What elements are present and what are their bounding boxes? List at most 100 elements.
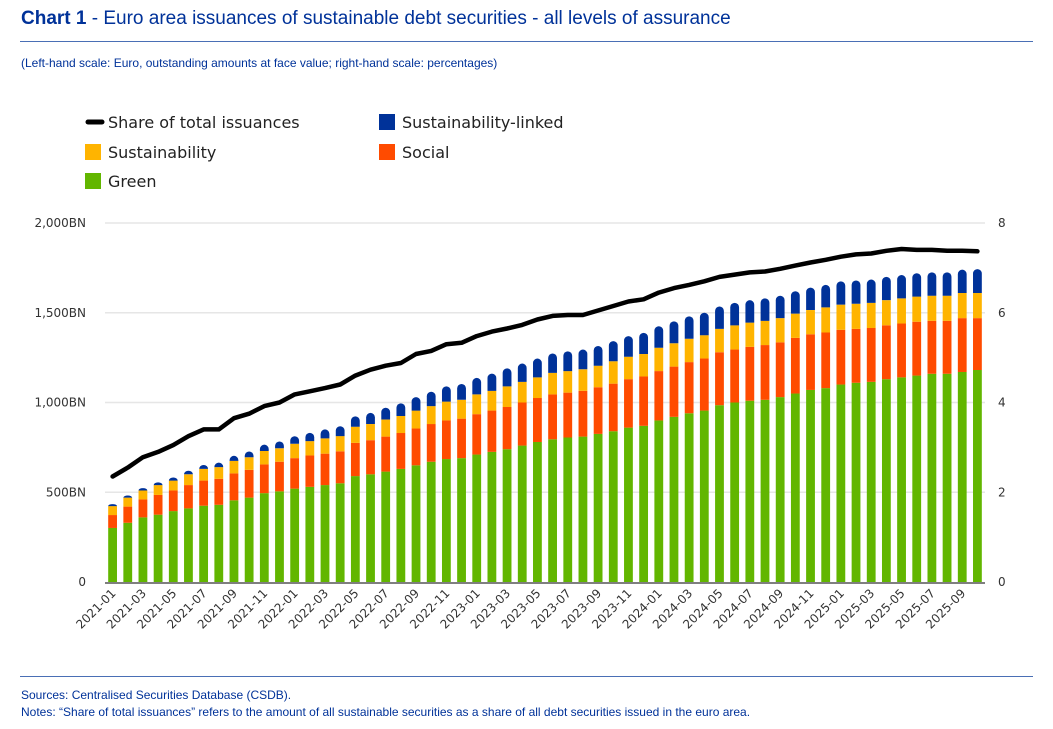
bar-green xyxy=(229,500,239,582)
bar-social xyxy=(563,392,573,438)
bar-stack xyxy=(502,368,512,582)
bar-social xyxy=(608,383,618,432)
bar-stack xyxy=(593,345,603,582)
bar-green xyxy=(366,474,375,582)
bar-sustainability xyxy=(881,300,891,326)
bar-green xyxy=(487,451,497,582)
bar-sustainability-linked xyxy=(123,495,133,498)
bar-sustainability xyxy=(654,347,664,372)
bar-sustainability-linked xyxy=(472,377,482,395)
bar-green xyxy=(168,511,178,582)
bar-stack xyxy=(639,332,649,582)
bar-stack xyxy=(745,300,755,582)
bar-sustainability-linked xyxy=(305,432,315,442)
share-of-total-issuances-line xyxy=(110,246,980,479)
bar-green xyxy=(108,527,117,582)
bar-stack xyxy=(821,284,831,582)
bar-sustainability-linked xyxy=(457,384,466,400)
footer-divider xyxy=(20,676,1033,677)
bar-sustainability-linked xyxy=(684,316,694,339)
bar-sustainability-linked xyxy=(745,300,755,323)
bar-social xyxy=(244,469,254,498)
bar-stack xyxy=(624,336,633,582)
bar-social xyxy=(472,414,482,455)
bar-sustainability xyxy=(760,320,770,346)
bar-sustainability xyxy=(957,293,967,319)
bar-sustainability xyxy=(214,467,224,479)
bar-green xyxy=(639,425,649,582)
bar-sustainability-linked xyxy=(715,306,724,329)
bar-sustainability-linked xyxy=(335,426,345,437)
bar-stack xyxy=(563,351,573,582)
bar-social xyxy=(881,325,891,380)
bar-stack xyxy=(533,358,542,582)
bar-green xyxy=(881,379,891,582)
bar-social xyxy=(350,442,360,477)
bar-sustainability xyxy=(108,506,117,516)
bar-green xyxy=(153,514,163,582)
bar-green xyxy=(790,393,800,582)
y2-tick-label: 8 xyxy=(998,216,1006,230)
bar-stack xyxy=(548,353,557,582)
y-tick-label: 1,000BN xyxy=(34,396,86,410)
bar-social xyxy=(396,433,406,469)
bar-sustainability xyxy=(168,480,178,491)
bar-stack xyxy=(168,477,178,582)
bar-social xyxy=(335,451,345,484)
bar-stack xyxy=(775,295,785,582)
bar-sustainability xyxy=(578,369,588,391)
bar-green xyxy=(942,373,952,582)
bar-social xyxy=(897,323,906,378)
bar-green xyxy=(973,370,982,582)
bar-green xyxy=(927,373,937,582)
bar-stack xyxy=(214,462,224,582)
bar-sustainability xyxy=(259,450,269,465)
y2-tick-label: 4 xyxy=(998,396,1006,410)
bar-sustainability-linked xyxy=(366,412,375,425)
bar-sustainability-linked xyxy=(153,482,163,486)
legend-label: Sustainability xyxy=(108,143,216,162)
legend-item: Share of total issuances xyxy=(85,113,300,132)
bar-stack xyxy=(335,426,345,582)
bar-sustainability-linked xyxy=(897,275,906,299)
bar-social xyxy=(942,320,952,374)
bar-sustainability xyxy=(502,386,512,407)
bar-sustainability-linked xyxy=(851,280,861,304)
bar-stack xyxy=(199,464,209,582)
bar-green xyxy=(578,436,588,582)
bar-sustainability-linked xyxy=(350,416,360,427)
bar-social xyxy=(715,352,724,406)
bar-green xyxy=(806,389,815,582)
bar-stack xyxy=(912,273,922,582)
bar-sustainability xyxy=(396,415,406,434)
bar-sustainability xyxy=(912,296,922,322)
bar-sustainability-linked xyxy=(957,269,967,294)
legend-swatch xyxy=(85,144,101,160)
chart-subtitle: (Left-hand scale: Euro, outstanding amou… xyxy=(21,56,498,70)
y-tick-label: 0 xyxy=(78,575,86,589)
bar-sustainability xyxy=(517,381,527,403)
bar-sustainability-linked xyxy=(199,464,209,469)
bar-stack xyxy=(320,429,330,582)
bar-social xyxy=(214,478,224,505)
bar-social xyxy=(806,334,815,390)
legend-swatch xyxy=(379,144,395,160)
bar-green xyxy=(715,405,724,582)
bar-social xyxy=(760,345,770,400)
bar-sustainability xyxy=(472,394,482,415)
bar-social xyxy=(517,402,527,446)
bar-sustainability xyxy=(927,295,937,321)
bar-stack xyxy=(806,287,815,582)
bar-social xyxy=(866,328,876,382)
bar-sustainability xyxy=(806,310,815,335)
bar-sustainability xyxy=(366,424,375,441)
bar-social xyxy=(229,473,239,501)
bar-sustainability xyxy=(684,338,694,363)
bar-stack xyxy=(108,504,117,582)
legend-item: Social xyxy=(379,143,449,162)
bar-social xyxy=(275,461,284,492)
bar-green xyxy=(123,522,133,582)
bar-sustainability-linked xyxy=(502,368,512,387)
bar-sustainability-linked xyxy=(244,451,254,458)
bar-social xyxy=(320,453,330,486)
